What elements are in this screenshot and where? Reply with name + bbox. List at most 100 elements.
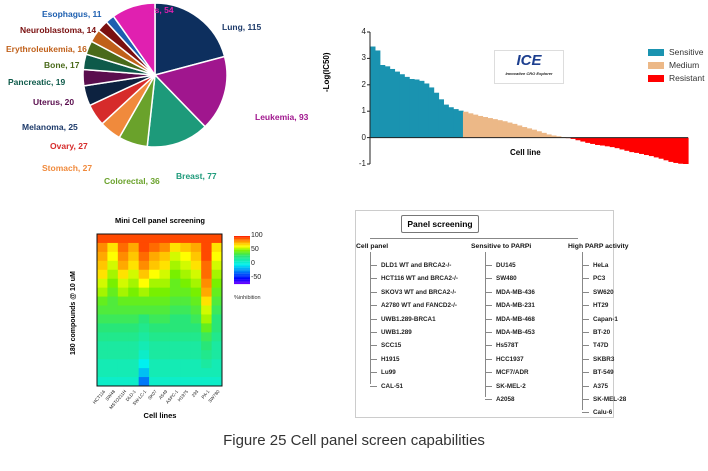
heatmap-y-label: 180 compounds @ 10 uM — [70, 271, 77, 355]
heatmap-cell — [138, 350, 150, 360]
colorbar-segment — [234, 263, 250, 265]
pie-label-others: Others, 54 — [132, 5, 174, 15]
heatmap-cell — [211, 287, 223, 298]
heatmap-cell — [97, 278, 108, 289]
pie-label-name: Bone — [44, 60, 66, 70]
pie-label-value: 36 — [150, 176, 160, 186]
heatmap-cell — [107, 242, 119, 253]
heatmap-cell — [201, 287, 213, 298]
heatmap-cell — [180, 323, 192, 333]
ic50-bar — [443, 104, 449, 138]
x-axis-label: Cell line — [510, 148, 541, 157]
tree-item: UWB1.289-BRCA1 — [381, 315, 436, 323]
logo-subtitle: Innovative CRO Explorer — [505, 71, 553, 76]
pie-label-name: Ovary — [50, 141, 74, 151]
y-tick-label: -1 — [358, 159, 366, 168]
heatmap-cell — [180, 359, 192, 369]
heatmap-cell — [97, 234, 108, 244]
heatmap-cell — [117, 251, 129, 262]
colorbar-segment — [234, 258, 250, 261]
heatmap-cell — [107, 251, 119, 262]
heatmap-cell — [149, 314, 160, 324]
ic50-bar — [482, 117, 489, 138]
heatmap-cell — [138, 377, 150, 387]
ic50-bar — [580, 137, 586, 142]
heatmap-cell — [128, 260, 140, 271]
heatmap-cell — [159, 242, 171, 253]
ic50-bar — [526, 128, 533, 138]
colorbar-segment — [234, 245, 250, 247]
heatmap-cell — [149, 359, 160, 369]
pie-label-value: 93 — [298, 112, 309, 122]
heatmap-cell — [201, 350, 213, 360]
heatmap-cell — [117, 341, 129, 351]
heatmap-cell — [149, 260, 160, 271]
tree-connector — [485, 318, 492, 320]
heatmap-cell — [149, 269, 160, 280]
colorbar-segment — [234, 273, 250, 275]
heatmap-cell — [169, 377, 181, 387]
heatmap-cell — [159, 296, 171, 307]
heatmap-cell — [211, 314, 223, 324]
ic50-bar — [389, 68, 396, 138]
heatmap-cell — [169, 350, 181, 360]
heatmap-cell — [97, 341, 108, 351]
ic50-bar — [433, 92, 440, 138]
heatmap-cell — [128, 368, 140, 378]
heatmap-cell — [149, 332, 160, 342]
colorbar-segment — [234, 270, 250, 273]
heatmap-cell — [128, 377, 140, 387]
tree-item: UWB1.289 — [381, 329, 412, 336]
ic50-bar — [658, 137, 665, 159]
tree-column-title: Cell panel — [356, 243, 389, 250]
ic50-bar — [678, 137, 684, 164]
ic50-bar — [551, 135, 557, 138]
heatmap-cell — [169, 305, 181, 315]
pie-slice-others — [112, 2, 156, 78]
heatmap-cell — [149, 377, 160, 387]
heatmap-cell — [201, 260, 213, 271]
heatmap-cell — [107, 341, 119, 351]
heatmap-cell — [97, 368, 108, 378]
legend-swatch-medium — [648, 62, 664, 69]
heatmap-cell — [107, 296, 119, 307]
tree-connector — [485, 345, 492, 347]
ic50-bar — [541, 132, 547, 138]
tree-root: Panel screening — [401, 215, 479, 233]
tree-item: MDA-MB-436 — [496, 288, 535, 296]
heatmap-cell — [211, 278, 223, 289]
colorbar-segment — [234, 272, 250, 274]
pie-label-esophagus: Esophagus, 11 — [42, 9, 102, 19]
ic50-bar — [384, 66, 391, 138]
heatmap-cell — [190, 251, 202, 262]
ic50-bar — [619, 137, 625, 150]
tree-item: MDA-MB-231 — [496, 302, 535, 310]
heatmap-cell — [138, 251, 150, 262]
pie-label-value: 54 — [164, 5, 174, 15]
tree-item: HCT116 WT and BRCA2-/- — [381, 275, 458, 283]
heatmap-cell — [138, 269, 150, 280]
heatmap-cell — [180, 305, 192, 315]
heatmap-cell — [128, 278, 140, 289]
tree-connector — [582, 318, 589, 320]
heatmap-cell — [201, 377, 213, 387]
heatmap-cell — [138, 332, 150, 342]
pie-label-value: 27 — [82, 163, 93, 173]
ic50-bar — [423, 83, 430, 138]
heatmap-cell — [149, 287, 160, 298]
tree-connector — [485, 305, 492, 307]
legend-label-sensitive: Sensitive — [669, 47, 704, 57]
tree-connector — [370, 265, 377, 266]
heatmap-cell — [201, 296, 213, 307]
heatmap-cell — [107, 332, 119, 342]
ic50-bar — [521, 127, 528, 138]
tree-connector — [370, 278, 377, 280]
colorbar-segment — [234, 239, 250, 241]
pie-label-name: Neuroblastoma — [20, 25, 82, 35]
logo-text: ICE — [516, 52, 542, 69]
heatmap-cell — [211, 323, 223, 333]
colorbar-segment — [234, 246, 250, 249]
tree-connector — [485, 291, 492, 293]
heatmap-cell — [190, 323, 202, 333]
tree-connector — [485, 265, 492, 266]
